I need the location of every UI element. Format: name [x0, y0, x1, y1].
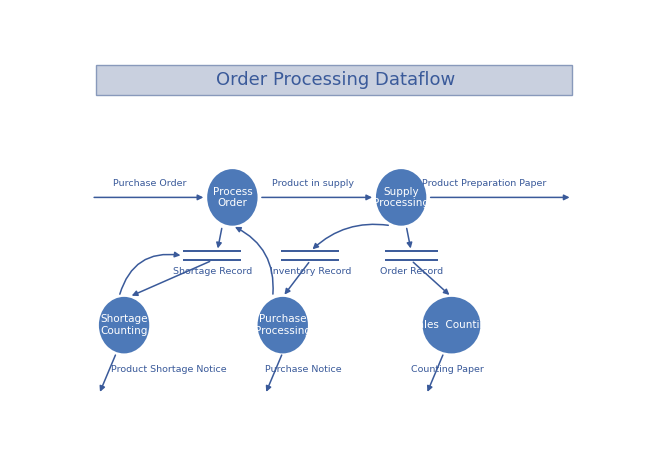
Text: Order Record: Order Record: [380, 267, 443, 276]
Text: Sales  Counting: Sales Counting: [411, 320, 493, 330]
Ellipse shape: [376, 169, 426, 226]
Ellipse shape: [257, 297, 308, 354]
Text: Purchase Order: Purchase Order: [112, 179, 186, 188]
Ellipse shape: [99, 297, 150, 354]
Ellipse shape: [422, 297, 480, 354]
Text: Supply
Processing: Supply Processing: [373, 187, 429, 208]
Text: Product in supply: Product in supply: [272, 179, 354, 188]
FancyBboxPatch shape: [96, 65, 573, 95]
Text: Product Preparation Paper: Product Preparation Paper: [422, 179, 547, 188]
Text: Shortage
Counting: Shortage Counting: [100, 314, 148, 336]
Text: Purchase
Processing: Purchase Processing: [255, 314, 311, 336]
Text: Inventory Record: Inventory Record: [270, 267, 351, 276]
Ellipse shape: [207, 169, 257, 226]
Text: Counting Paper: Counting Paper: [411, 365, 484, 374]
Text: Purchase Notice: Purchase Notice: [265, 365, 342, 374]
Text: Order Processing Dataflow: Order Processing Dataflow: [216, 71, 455, 89]
Text: Shortage Record: Shortage Record: [173, 267, 252, 276]
Text: Product Shortage Notice: Product Shortage Notice: [112, 365, 227, 374]
Text: Process
Order: Process Order: [213, 187, 252, 208]
